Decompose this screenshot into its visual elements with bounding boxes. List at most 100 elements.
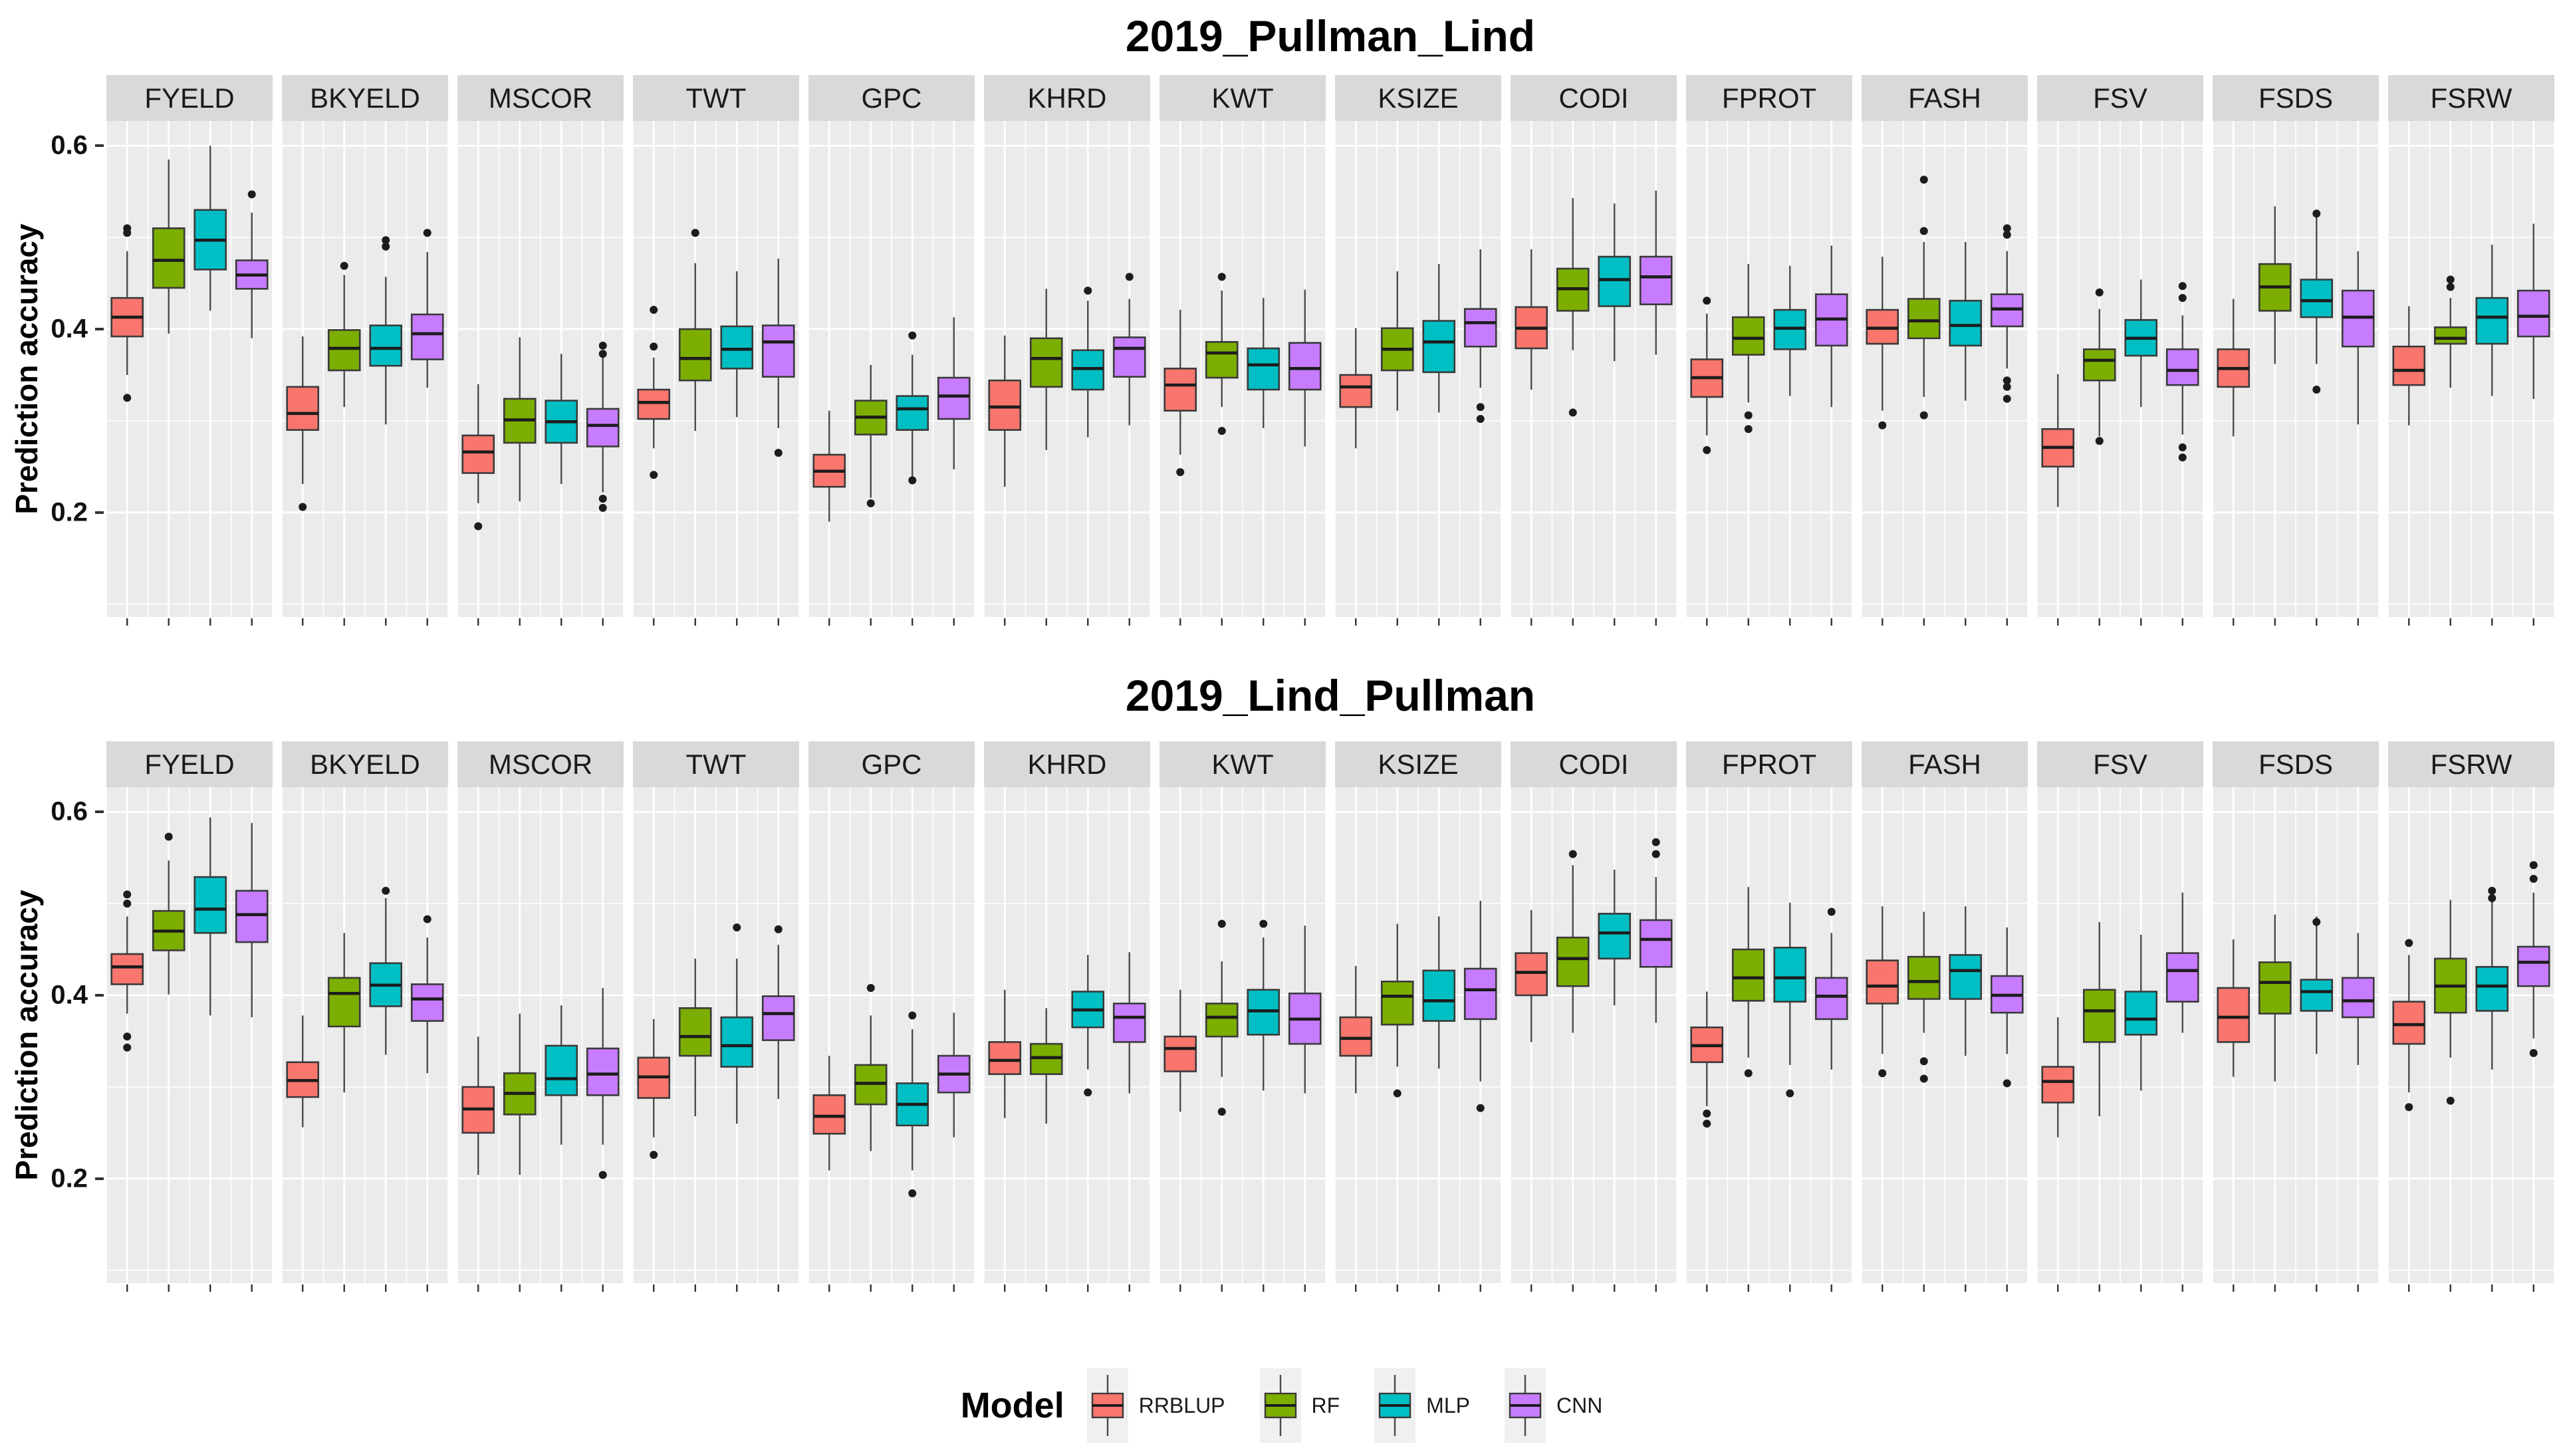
facet-panel (1159, 121, 1326, 626)
facet-panel (984, 121, 1150, 626)
facet-strip: BKYELD (282, 75, 448, 121)
facet-panel (1511, 787, 1677, 1292)
facet-fyeld: FYELD (106, 75, 273, 628)
facet-fyeld: FYELD (106, 741, 273, 1294)
facet-fsv: FSV (2037, 741, 2203, 1294)
facet-strip: GPC (808, 741, 975, 787)
facet-strip: MSCOR (457, 75, 624, 121)
facet-panel (106, 121, 273, 626)
facet-khrd: KHRD (984, 75, 1150, 628)
facet-fsrw: FSRW (2388, 741, 2554, 1294)
facet-panel (2388, 121, 2554, 626)
chart-body: Prediction accuracy 0.2 0.4 0.6 FYELD BKYEL… (0, 75, 2563, 634)
facet-strip: FASH (1862, 741, 2028, 787)
y-tick-mark (95, 1177, 104, 1180)
facet-panel (984, 787, 1150, 1292)
facet-panel (633, 787, 799, 1292)
legend-item-label: RF (1311, 1393, 1340, 1417)
facet-panel (1159, 787, 1326, 1292)
y-tick-mark (95, 994, 104, 997)
y-tick-label: 0.4 (51, 980, 88, 1010)
facet-strip: CODI (1511, 741, 1677, 787)
facet-strip: KSIZE (1335, 75, 1501, 121)
facet-panel (457, 787, 624, 1292)
y-tick-mark (95, 328, 104, 331)
facet-fsv: FSV (2037, 75, 2203, 628)
legend-item: RRBLUP (1086, 1368, 1225, 1443)
facet-strip: KHRD (984, 741, 1150, 787)
facet-panel (1862, 787, 2028, 1292)
facet-row: FYELD BKYELD MSCOR TWT GPC KHRD KWT KSIZE CODI FP… (106, 75, 2554, 628)
facet-panel (2037, 121, 2203, 626)
legend-item: RF (1259, 1368, 1340, 1443)
facet-strip: FASH (1862, 75, 2028, 121)
facet-ksize: KSIZE (1335, 741, 1501, 1294)
facet-panel (106, 787, 273, 1292)
facet-gpc: GPC (808, 741, 975, 1294)
facet-strip: FSRW (2388, 75, 2554, 121)
chart-body: Prediction accuracy 0.2 0.4 0.6 FYELD BKYEL… (0, 741, 2563, 1300)
facet-panel (457, 121, 624, 626)
facet-strip: KHRD (984, 75, 1150, 121)
facet-strip: CODI (1511, 75, 1677, 121)
facet-strip: TWT (633, 75, 799, 121)
legend: Model RRBLUP RF MLP CNN (0, 1368, 2563, 1443)
legend-items: RRBLUP RF MLP CNN (1086, 1368, 1603, 1443)
legend-key-boxplot-icon (1504, 1368, 1546, 1443)
legend-key-boxplot-icon (1086, 1368, 1128, 1443)
facet-panel (1686, 787, 1852, 1292)
facet-strip: FYELD (106, 741, 273, 787)
facet-gpc: GPC (808, 75, 975, 628)
facet-codi: CODI (1511, 741, 1677, 1294)
legend-title: Model (960, 1386, 1064, 1425)
facet-strip: GPC (808, 75, 975, 121)
facet-strip: FYELD (106, 75, 273, 121)
facet-bkyeld: BKYELD (282, 75, 448, 628)
facet-panel (2213, 787, 2379, 1292)
facet-panel (1335, 121, 1501, 626)
facet-panel (1511, 121, 1677, 626)
facet-strip: FSV (2037, 75, 2203, 121)
legend-item-label: RRBLUP (1138, 1393, 1225, 1417)
facet-panel (282, 121, 448, 626)
facet-strip: KWT (1159, 741, 1326, 787)
y-axis-title: Prediction accuracy (9, 890, 44, 1181)
facet-panel (2213, 121, 2379, 626)
y-tick-mark (95, 810, 104, 814)
y-tick-mark (95, 511, 104, 514)
facet-kwt: KWT (1159, 741, 1326, 1294)
chart-title-bottom: 2019_Lind_Pullman (1125, 671, 1536, 720)
facet-mscor: MSCOR (457, 75, 624, 628)
facet-fsds: FSDS (2213, 741, 2379, 1294)
facet-panel (808, 121, 975, 626)
legend-key-boxplot-icon (1374, 1368, 1416, 1443)
facet-twt: TWT (633, 741, 799, 1294)
y-tick-mark (95, 144, 104, 148)
facet-strip: TWT (633, 741, 799, 787)
facet-strip: FSV (2037, 741, 2203, 787)
facet-strip: FSDS (2213, 741, 2379, 787)
facet-panel (2037, 787, 2203, 1292)
facet-strip: KSIZE (1335, 741, 1501, 787)
facet-strip: FPROT (1686, 75, 1852, 121)
facet-strip: BKYELD (282, 741, 448, 787)
facet-strip: MSCOR (457, 741, 624, 787)
facet-kwt: KWT (1159, 75, 1326, 628)
facet-panel (1335, 787, 1501, 1292)
facet-panel (282, 787, 448, 1292)
facet-khrd: KHRD (984, 741, 1150, 1294)
chart-title-top: 2019_Pullman_Lind (1125, 11, 1536, 61)
legend-item: CNN (1504, 1368, 1603, 1443)
facet-fsds: FSDS (2213, 75, 2379, 628)
y-axis: Prediction accuracy 0.2 0.4 0.6 (0, 741, 106, 1293)
y-tick-label: 0.6 (51, 796, 88, 826)
y-tick-label: 0.4 (51, 314, 88, 344)
facet-fsrw: FSRW (2388, 75, 2554, 628)
facet-fash: FASH (1862, 75, 2028, 628)
facet-row: FYELD BKYELD MSCOR TWT GPC KHRD KWT KSIZE CODI FP… (106, 741, 2554, 1294)
legend-item-label: CNN (1556, 1393, 1603, 1417)
facet-panel (1862, 121, 2028, 626)
facet-codi: CODI (1511, 75, 1677, 628)
facet-strip: FPROT (1686, 741, 1852, 787)
